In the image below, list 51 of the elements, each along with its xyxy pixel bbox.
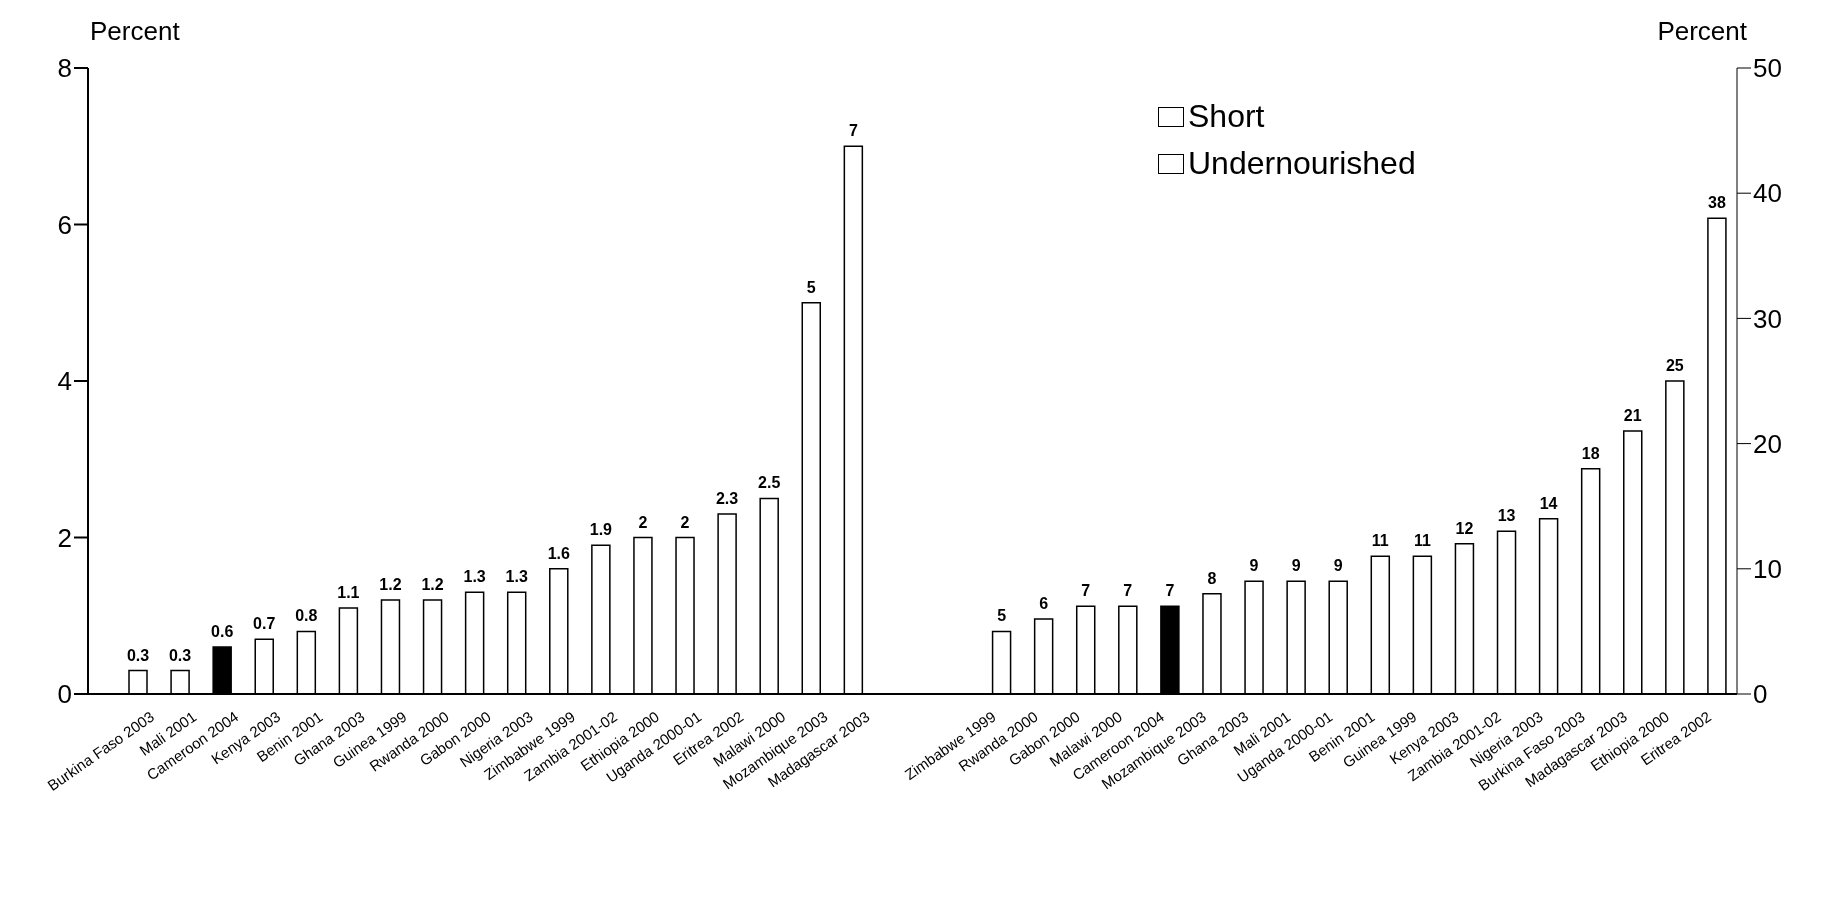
data-label: 1.2 [421, 576, 444, 594]
y-tick-label: 0 [57, 679, 72, 710]
data-label: 1.2 [379, 576, 402, 594]
data-label: 1.1 [337, 583, 360, 601]
data-label: 7 [1165, 582, 1175, 600]
data-label: 7 [848, 122, 858, 140]
data-label: 12 [1455, 519, 1474, 537]
y-tick-label: 4 [57, 366, 72, 397]
y-tick-label: 2 [57, 522, 72, 553]
data-label: 21 [1623, 407, 1642, 425]
data-label: 0.6 [211, 623, 234, 641]
data-label: 14 [1539, 494, 1558, 512]
data-label: 5 [997, 607, 1007, 625]
data-label: 9 [1249, 557, 1259, 575]
data-label: 18 [1581, 444, 1600, 462]
y2-tick-label: 0 [1753, 679, 1768, 710]
data-label: 9 [1291, 557, 1301, 575]
data-label: 2.3 [715, 490, 739, 508]
data-label: 13 [1497, 507, 1516, 525]
data-label: 25 [1665, 357, 1684, 374]
data-label: 1.3 [505, 568, 528, 586]
data-label: 2 [638, 513, 648, 531]
data-label: 11 [1371, 532, 1389, 550]
data-label: 9 [1333, 557, 1343, 575]
y-axis-title: Percent [90, 16, 180, 47]
data-label: 2.5 [758, 474, 781, 492]
legend-label: Undernourished [1188, 145, 1416, 182]
data-label: 11 [1413, 532, 1431, 550]
data-label: 0.3 [126, 646, 150, 664]
y2-tick-label: 10 [1753, 554, 1782, 585]
y2-tick-label: 30 [1753, 303, 1782, 334]
data-label: 2 [680, 513, 690, 531]
y2-tick-label: 20 [1753, 428, 1782, 459]
data-label: 38 [1708, 194, 1726, 212]
data-label: 7 [1081, 582, 1091, 600]
data-label: 0.7 [253, 615, 276, 633]
data-label: 0.3 [168, 646, 192, 664]
y2-tick-label: 40 [1753, 178, 1782, 209]
data-label: 6 [1039, 594, 1049, 612]
y2-axis-title: Percent [1657, 16, 1747, 47]
y-tick-label: 6 [57, 209, 72, 240]
data-label: 7 [1123, 582, 1133, 600]
legend-label: Short [1188, 98, 1265, 135]
data-label: 1.6 [547, 544, 571, 562]
data-label: 5 [806, 278, 816, 296]
y2-tick-label: 50 [1753, 53, 1782, 84]
data-label: 1.9 [589, 521, 613, 539]
data-label: 0.8 [295, 607, 318, 625]
data-label: 1.3 [463, 568, 486, 586]
y-tick-label: 8 [57, 53, 72, 84]
data-label: 8 [1207, 569, 1217, 587]
